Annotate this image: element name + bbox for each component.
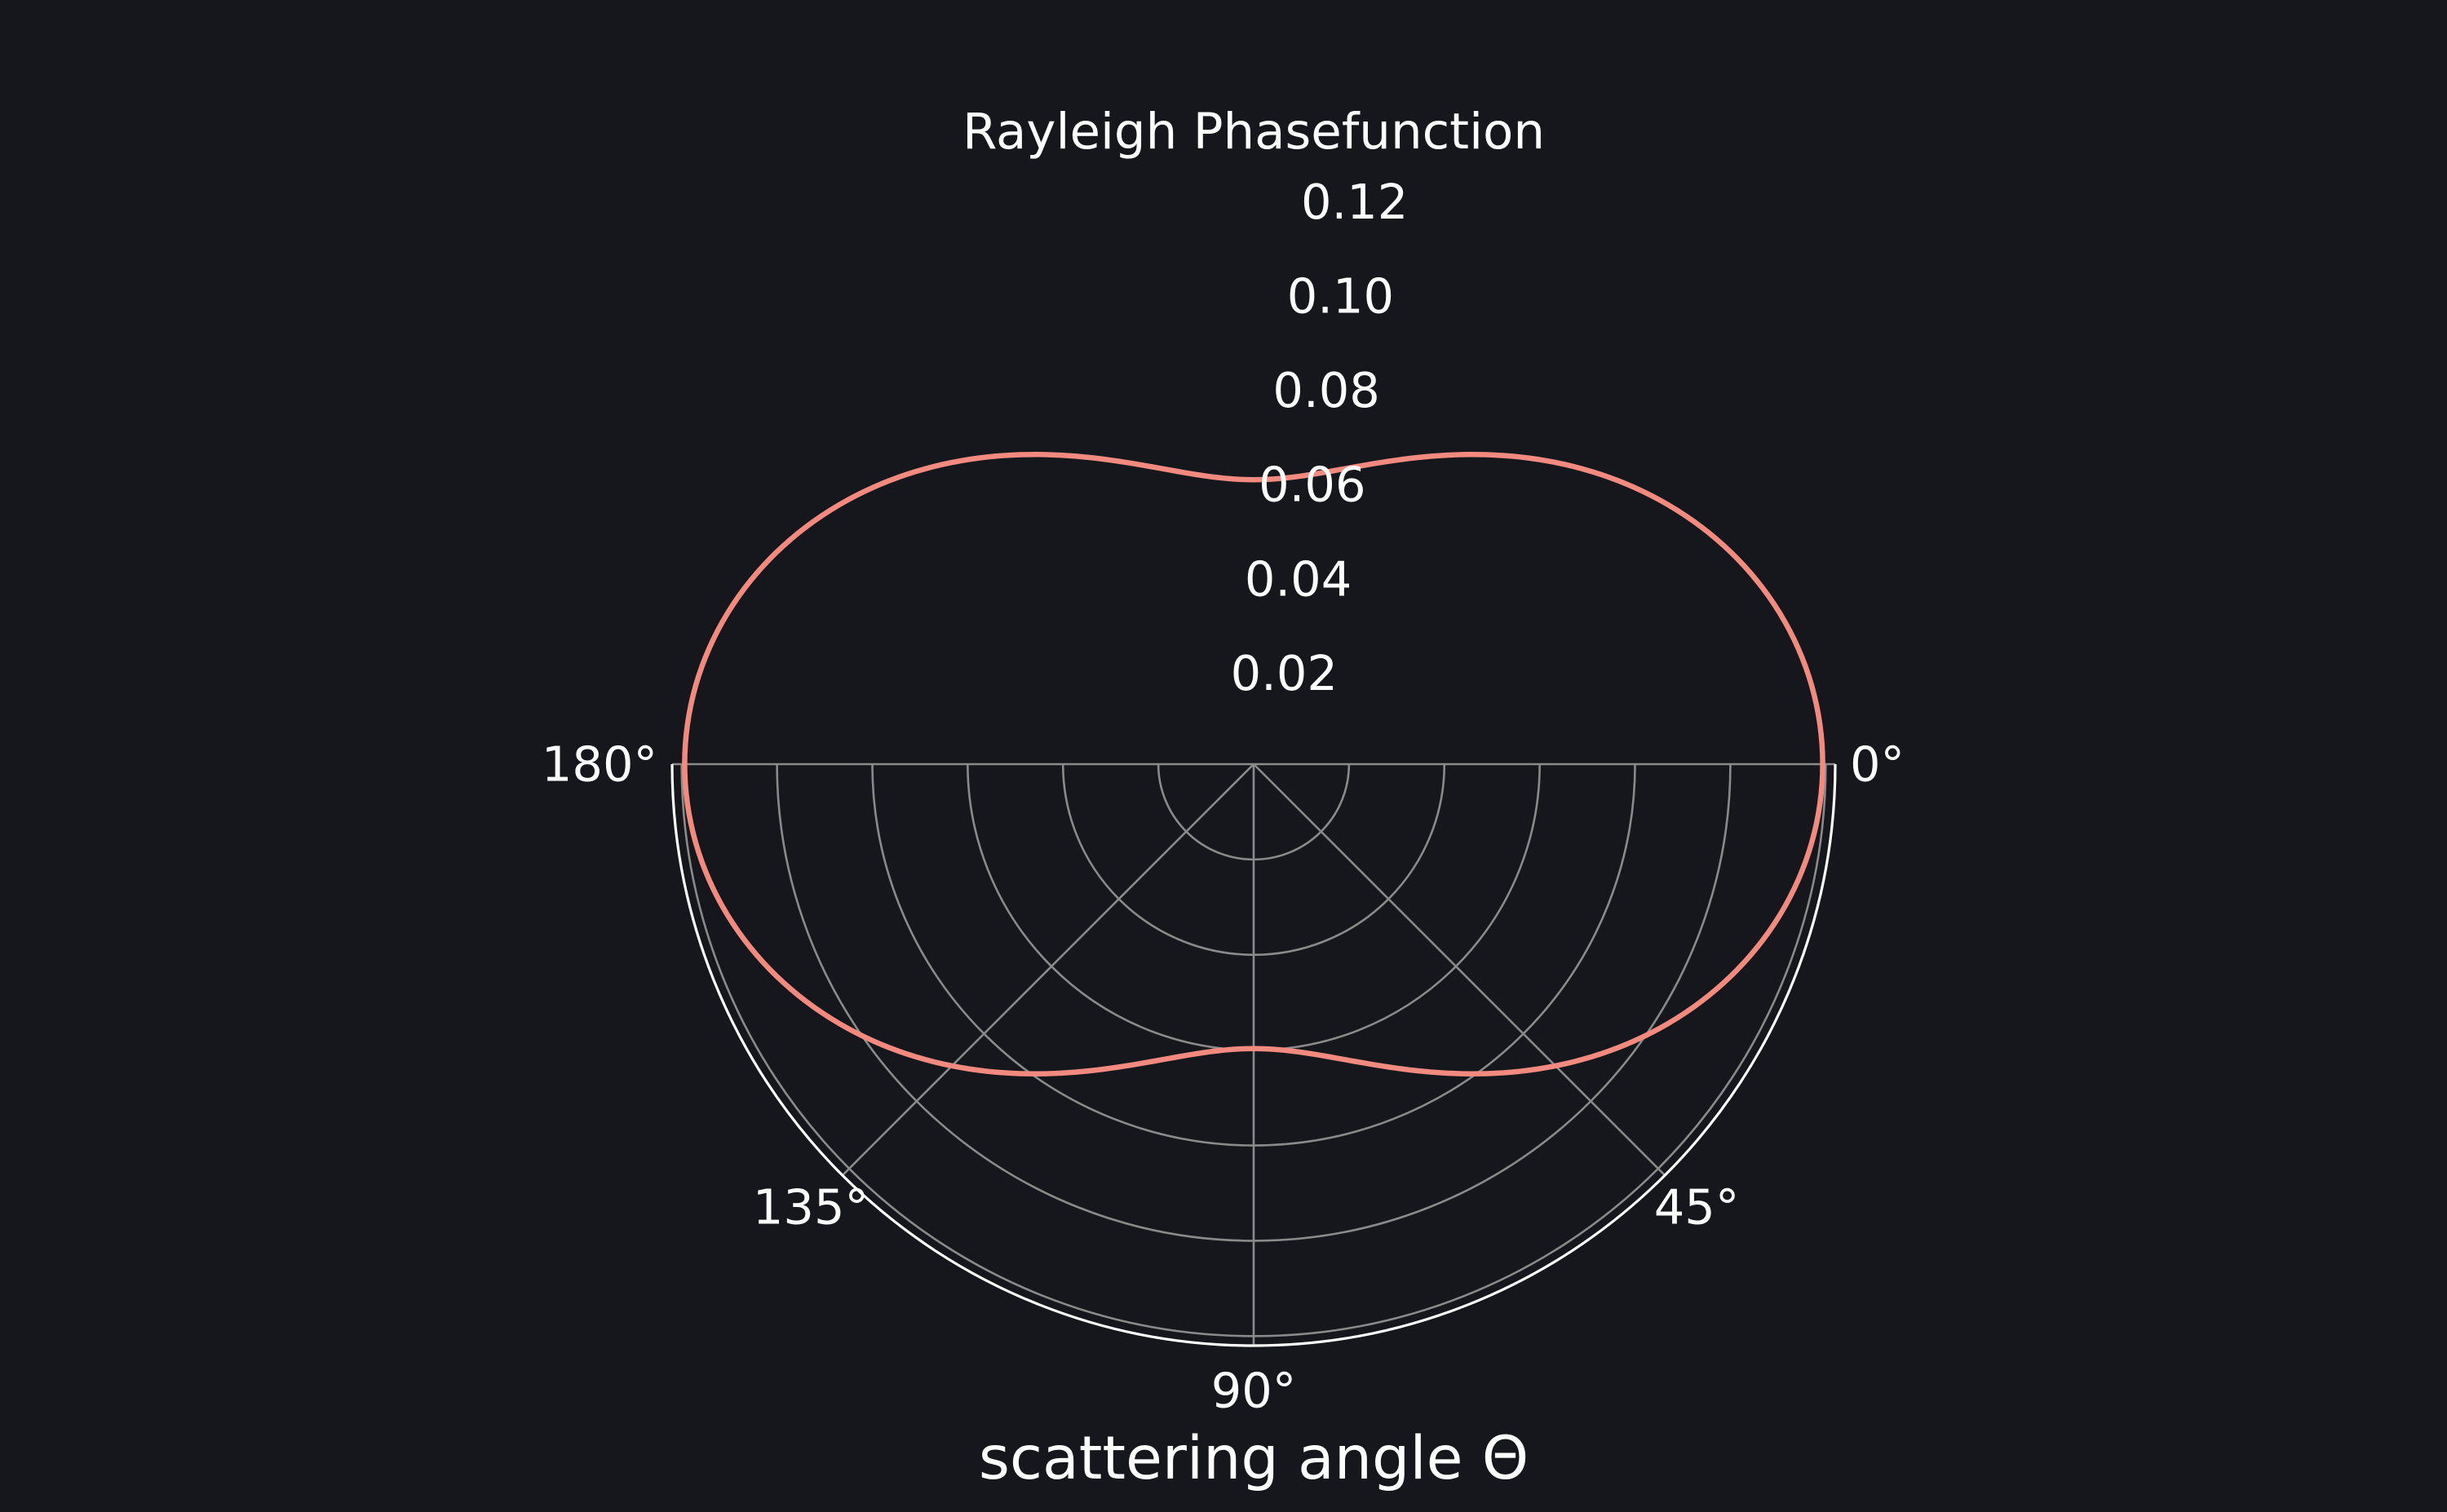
tick-label-layer: 0° 45° 90° 135° 180° 0.02 0.04 0.06 0.08 0.10 0.12 [542,174,1905,1419]
theta-tick-label-90: 90° [1211,1363,1297,1419]
theta-tick-label-135: 135° [753,1179,869,1236]
phase-function-line [682,452,1825,1077]
angular-gridline-45 [1253,763,1666,1177]
r-tick-label-5: 0.10 [1287,267,1394,324]
r-tick-label-1: 0.02 [1231,645,1338,701]
angular-gridline-135 [841,763,1254,1177]
polar-spine [670,763,1837,1347]
theta-tick-label-0: 0° [1850,736,1905,793]
r-tick-label-4: 0.08 [1272,362,1379,418]
r-tick-label-3: 0.06 [1259,457,1365,513]
r-tick-label-6: 0.12 [1301,174,1408,230]
r-tick-label-2: 0.04 [1245,550,1352,607]
chart-title: Rayleigh Phasefunction [962,103,1545,161]
series-layer [682,452,1825,1077]
outer-spine [670,763,1837,1347]
grid-layer [672,763,1835,1346]
x-axis-label: scattering angle Θ [979,1424,1529,1493]
theta-tick-label-45: 45° [1654,1179,1740,1236]
theta-tick-label-180: 180° [542,736,657,793]
